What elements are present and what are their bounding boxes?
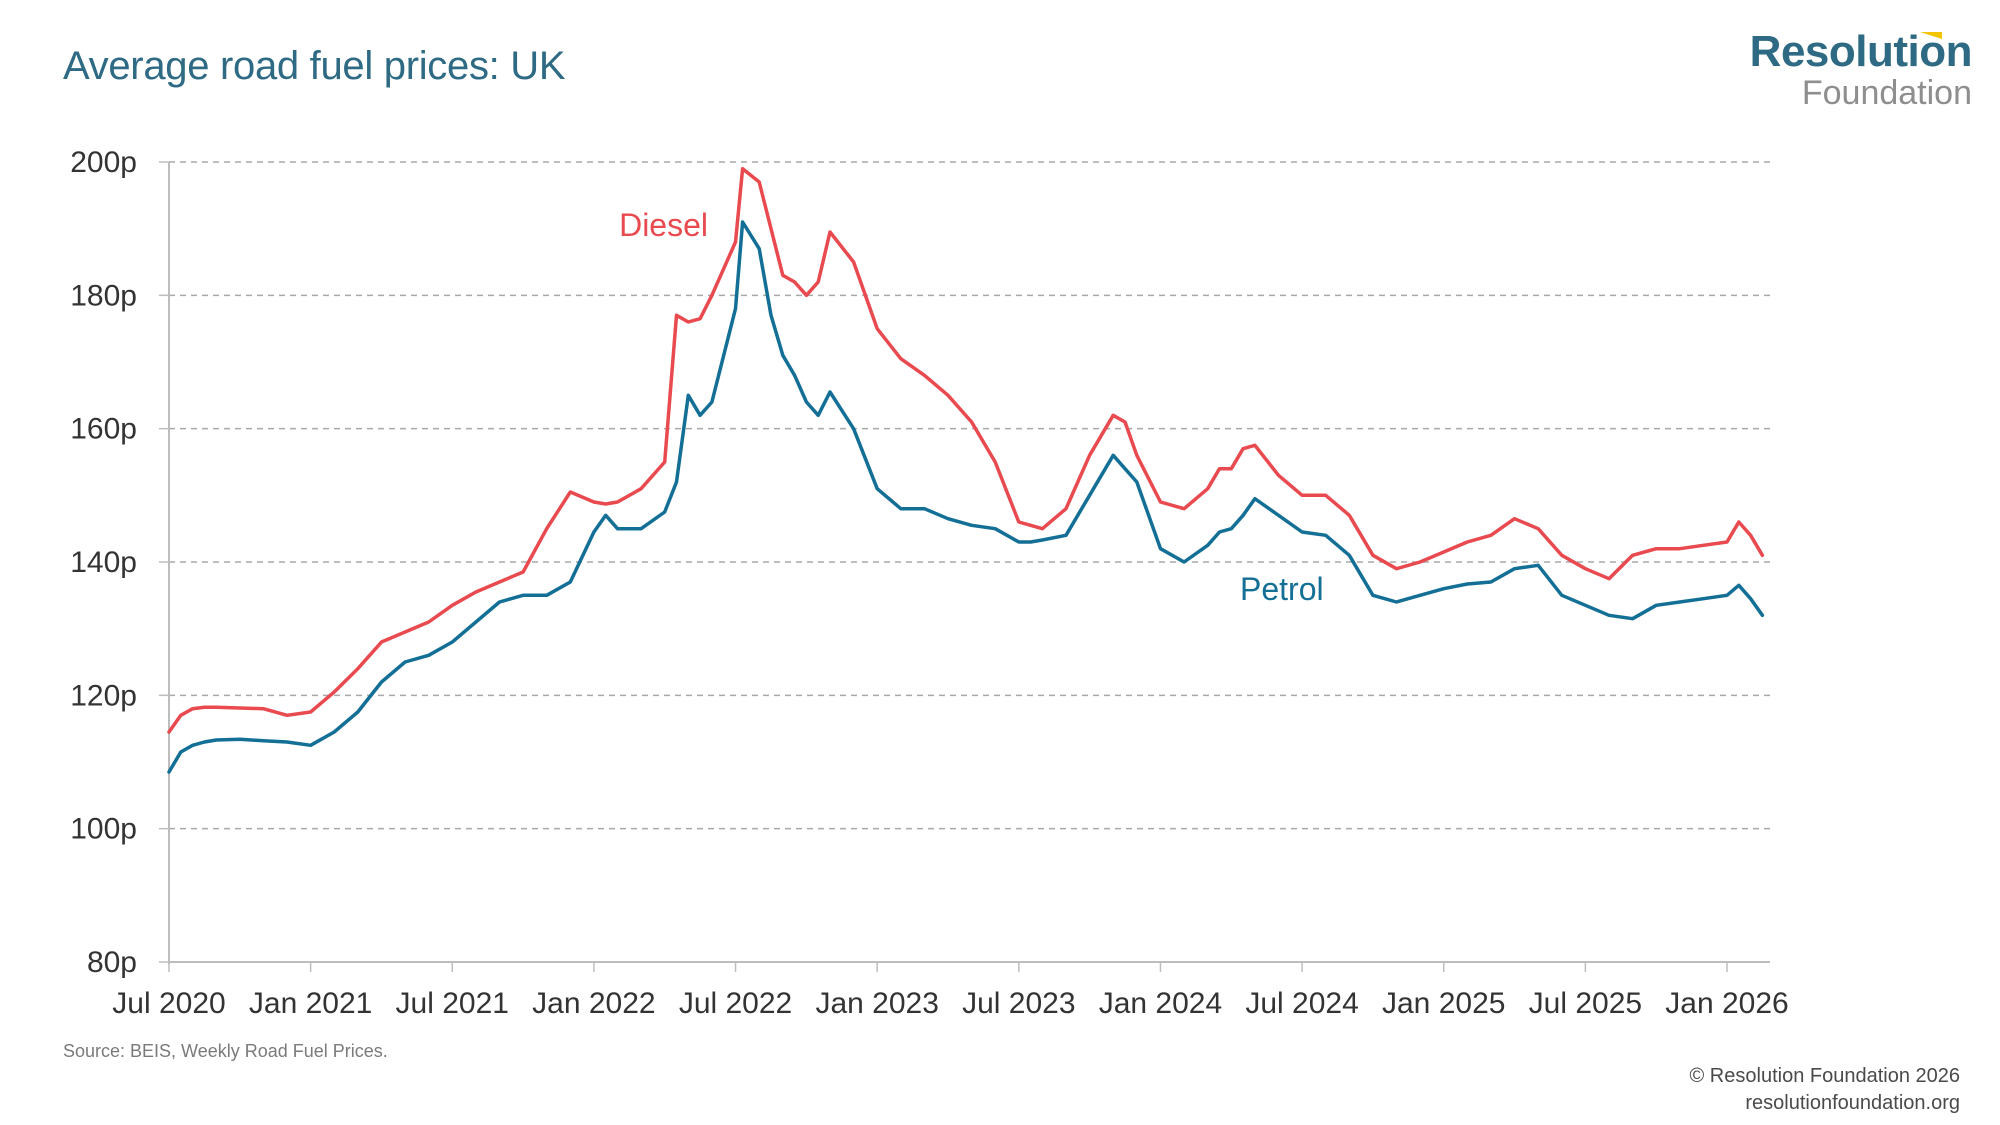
x-tick-label: Jan 2023	[815, 987, 938, 1020]
y-tick-label: 80p	[87, 946, 137, 979]
x-tick-label: Jul 2024	[1245, 987, 1358, 1020]
x-tick-label: Jan 2022	[532, 987, 655, 1020]
x-axis: Jul 2020 Jan 2021 Jul 2021 Jan 2022 Jul 2022…	[112, 961, 1789, 1020]
resolution-foundation-logo: Resolution Foundation	[1750, 30, 1973, 112]
x-tick-label: Jul 2022	[679, 987, 792, 1020]
y-axis: 80p 100p 120p 140p 160p 180p 200p	[70, 146, 170, 979]
x-tick-label: Jan 2025	[1382, 987, 1505, 1020]
series-lines	[167, 166, 1765, 774]
x-tick-label: Jan 2024	[1099, 987, 1222, 1020]
y-tick-label: 200p	[70, 146, 137, 179]
copyright-block: © Resolution Foundation 2026 resolutionf…	[1690, 1063, 1960, 1117]
x-tick-label: Jul 2023	[962, 987, 1075, 1020]
series-labels: Diesel Petrol	[619, 207, 1324, 607]
gridlines	[169, 161, 1770, 963]
y-tick-label: 180p	[70, 279, 137, 312]
diesel-label: Diesel	[619, 207, 708, 243]
x-tick-label: Jul 2025	[1529, 987, 1642, 1020]
logo-accent-mark	[1920, 32, 1942, 39]
petrol-label: Petrol	[1240, 571, 1324, 607]
series-line-petrol	[167, 220, 1765, 774]
copyright-text: © Resolution Foundation 2026	[1689, 1065, 1960, 1087]
source-note: Source: BEIS, Weekly Road Fuel Prices.	[63, 1041, 388, 1061]
chart-title: Average road fuel prices: UK	[63, 44, 566, 88]
x-tick-label: Jul 2021	[396, 987, 509, 1020]
series-line-diesel	[167, 166, 1765, 734]
logo-wordmark-bottom: Foundation	[1801, 74, 1972, 112]
y-tick-label: 140p	[70, 546, 137, 579]
y-tick-label: 160p	[70, 413, 137, 446]
x-tick-label: Jan 2021	[249, 987, 372, 1020]
y-tick-label: 100p	[70, 813, 137, 846]
x-tick-label: Jul 2020	[112, 987, 225, 1020]
x-tick-label: Jan 2026	[1665, 987, 1788, 1020]
y-tick-label: 120p	[70, 679, 137, 712]
website-link[interactable]: resolutionfoundation.org	[1745, 1092, 1960, 1114]
